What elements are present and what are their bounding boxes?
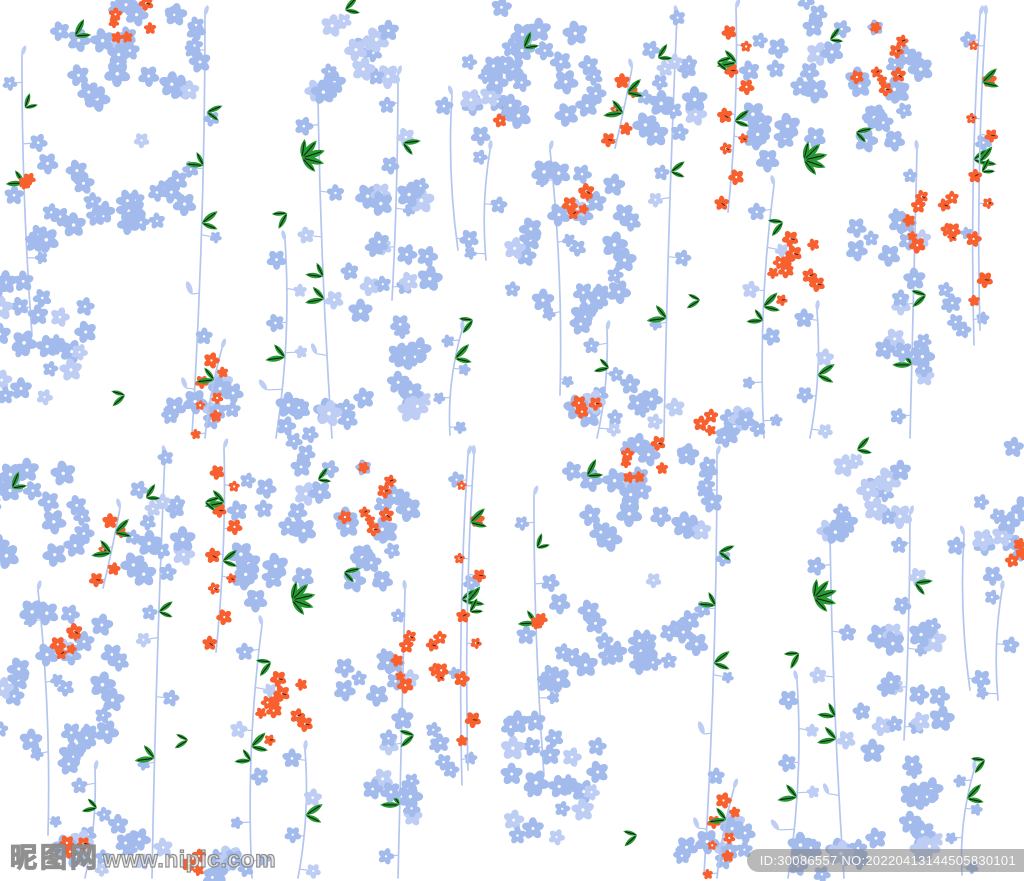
watermark-logo-url-text: www.nipic.com [102, 845, 277, 872]
watermark-id-text: ID:30086557 NO:20220413144505830101 [759, 853, 1016, 868]
watermark-logo-cn-text: 昵图网 [9, 842, 100, 874]
nipic-watermark-logo: 昵图网 www.nipic.com [9, 836, 277, 875]
watermark-id-badge: ID:30086557 NO:20220413144505830101 [746, 849, 1024, 872]
